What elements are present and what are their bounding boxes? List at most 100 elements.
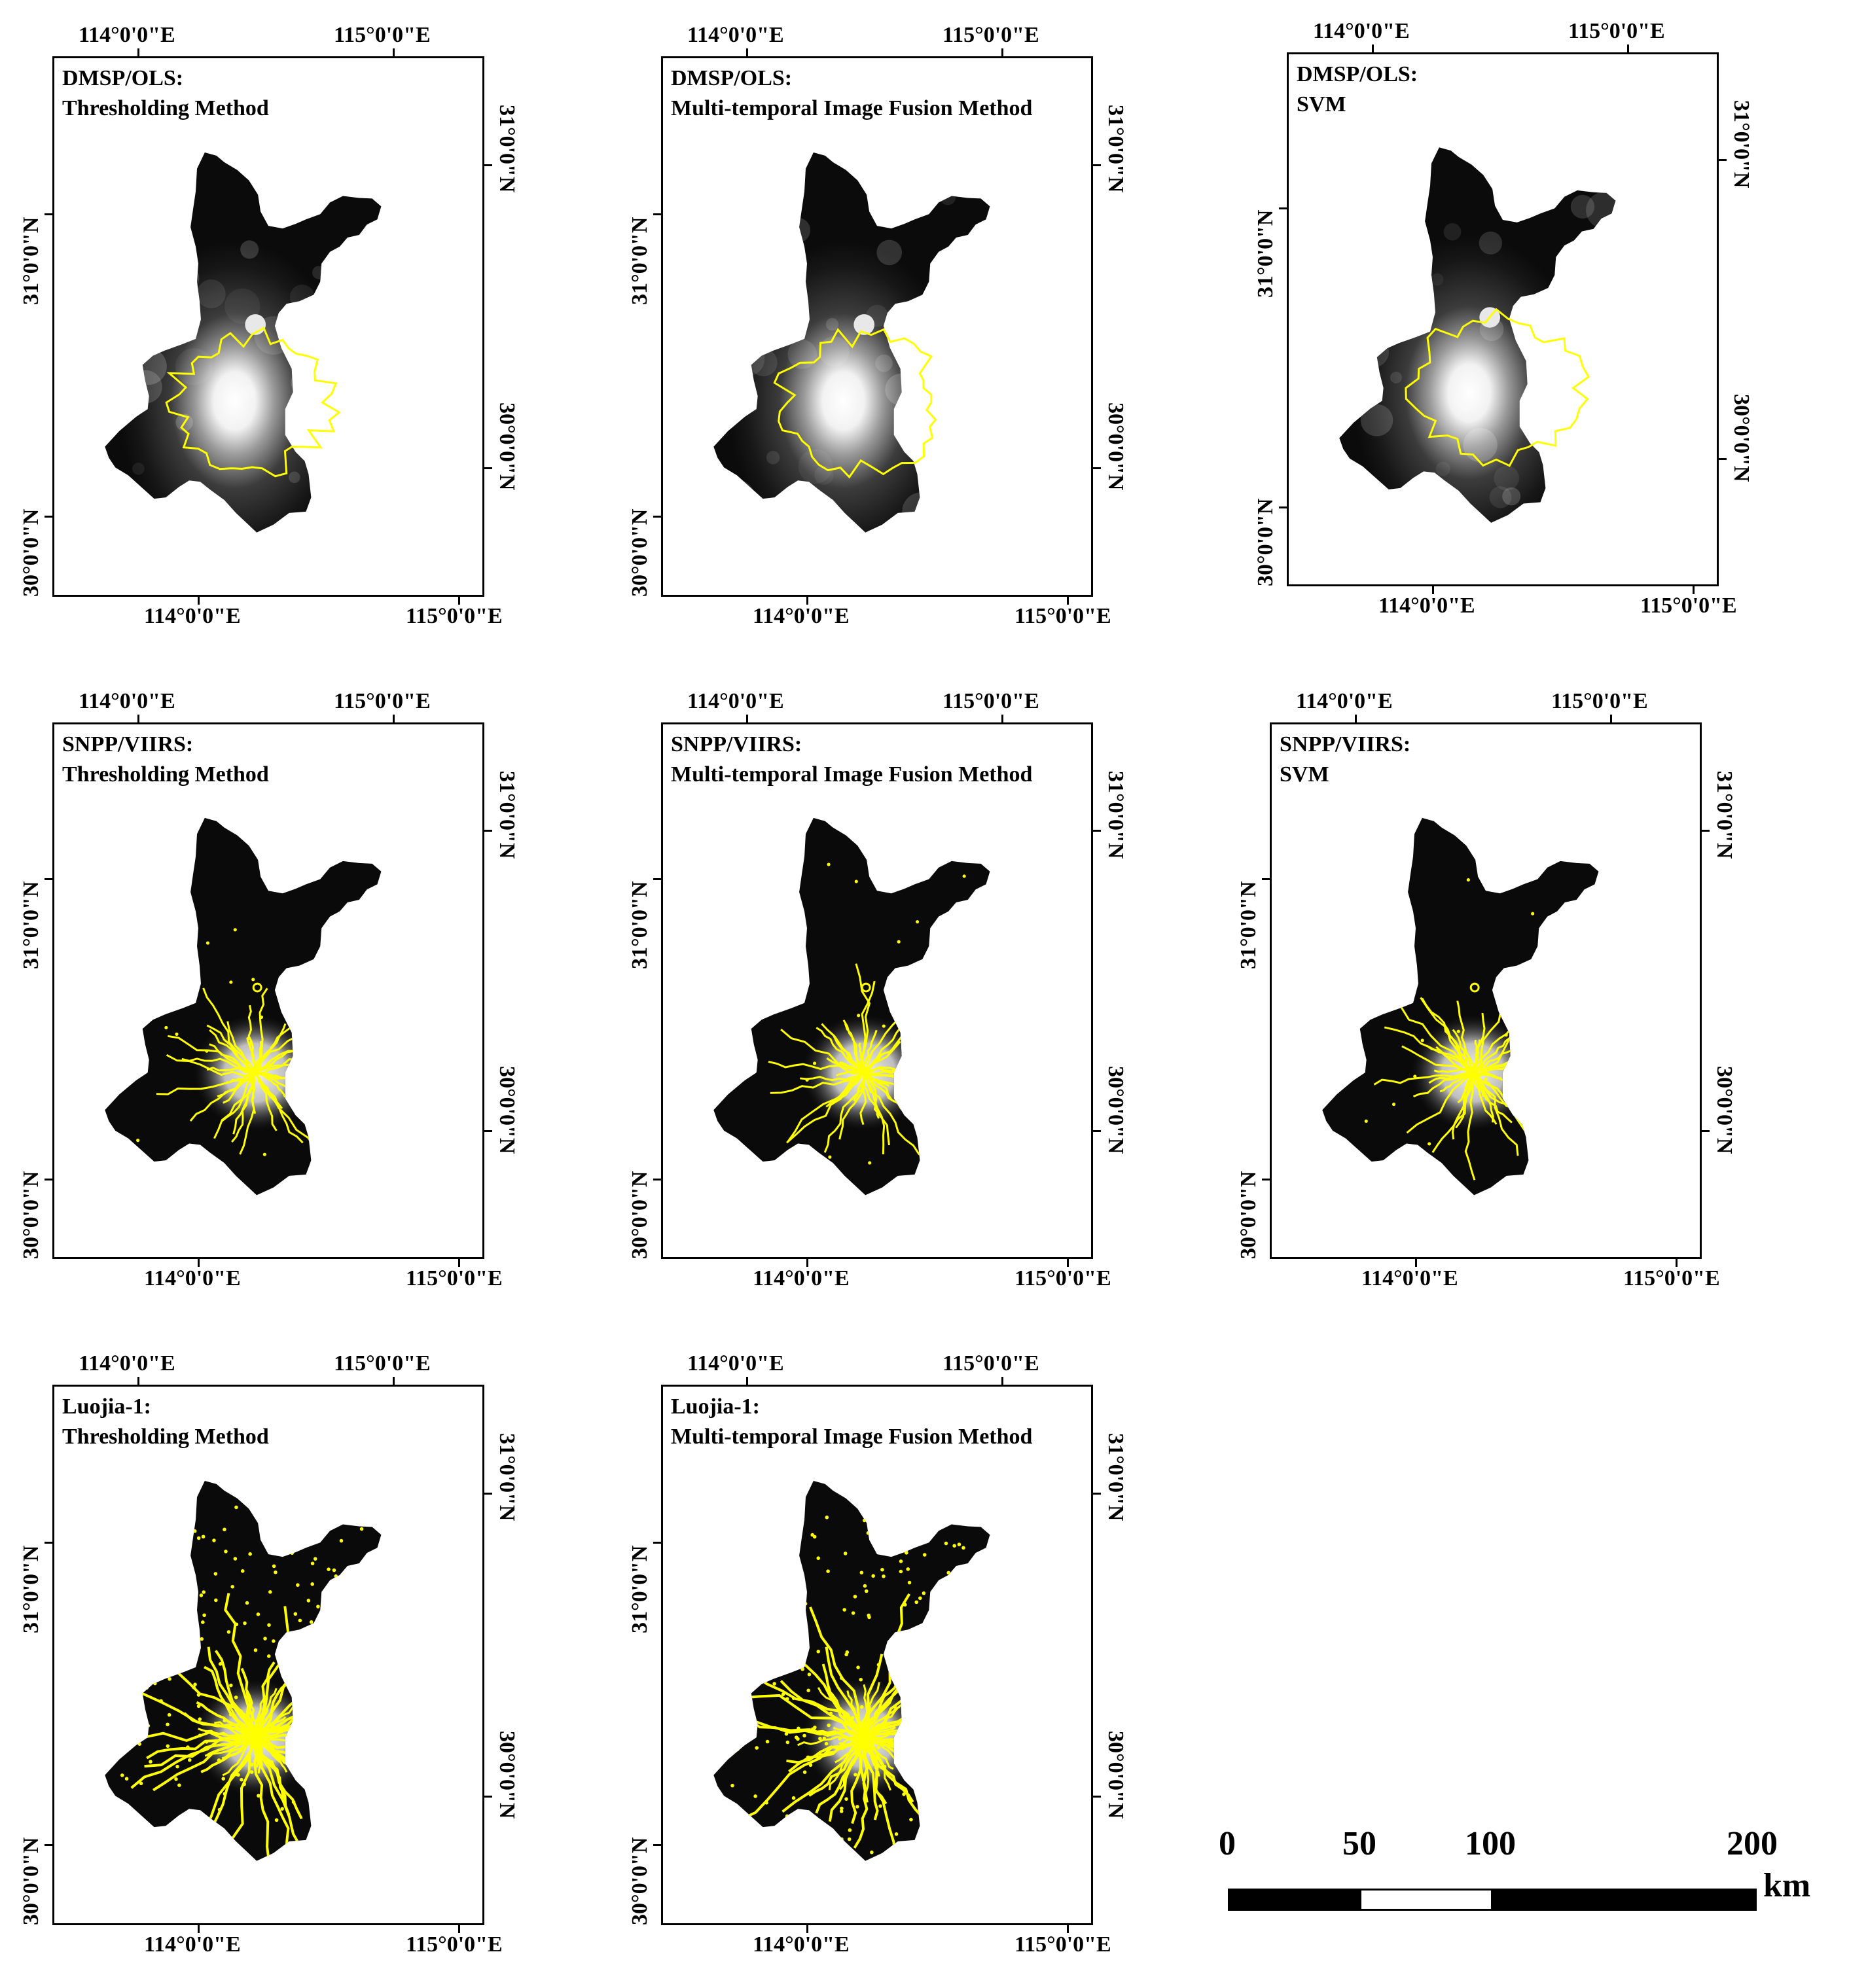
tick-top-114 [137, 715, 139, 722]
urban-extent-outline [246, 1037, 257, 1073]
panel-title: SNPP/VIIRS: Thresholding Method [62, 730, 269, 790]
map-frame: SNPP/VIIRS: Multi-temporal Image Fusion M… [661, 722, 1093, 1259]
urban-extent-outline [202, 987, 257, 1073]
urban-extent-outline [863, 1048, 893, 1074]
urban-extent-outline [1426, 1044, 1473, 1074]
tick-right-30 [1719, 458, 1727, 461]
urban-extent-outline [723, 1736, 865, 1826]
urban-extent-outline [1471, 1073, 1498, 1125]
method-label: SVM [1297, 92, 1346, 116]
left-lat-31: 31°0'0"N [628, 1545, 652, 1633]
left-lat-30: 30°0'0"N [19, 1171, 43, 1259]
tick-left-30 [45, 1179, 52, 1180]
urban-extent-outline [863, 1701, 910, 1739]
urban-extent-outline [1472, 1072, 1519, 1156]
map-panel-viirs-threshold: SNPP/VIIRS: Thresholding Method 114°0'0"E 1… [19, 690, 519, 1290]
panel-title: DMSP/OLS: Multi-temporal Image Fusion Met… [671, 63, 1032, 124]
right-lat-30: 30°0'0"N [1712, 1065, 1736, 1154]
urban-extent-outline [1439, 1072, 1474, 1093]
urban-extent-outline [828, 1736, 865, 1790]
scale-unit: km [1763, 1867, 1811, 1904]
urban-extent-outline [842, 1020, 865, 1073]
bottom-lon-115: 115°0'0"E [406, 1266, 503, 1290]
top-lon-114: 114°0'0"E [687, 689, 784, 713]
top-lon-115: 115°0'0"E [334, 23, 431, 47]
bottom-lon-115: 115°0'0"E [1640, 594, 1737, 618]
tick-left-31 [1262, 878, 1270, 880]
scale-label-50: 50 [1342, 1825, 1376, 1862]
bottom-lon-114: 114°0'0"E [144, 1932, 241, 1957]
map-frame: Luojia-1: Multi-temporal Image Fusion Met… [661, 1385, 1093, 1925]
method-label: Multi-temporal Image Fusion Method [671, 96, 1033, 120]
urban-extent-outline [863, 1737, 880, 1777]
tick-top-115 [393, 715, 395, 722]
tick-bottom-115 [1067, 1925, 1069, 1933]
left-lat-30: 30°0'0"N [628, 1171, 652, 1259]
study-area-boundary [713, 152, 990, 533]
tick-left-30 [653, 516, 661, 518]
study-area-boundary [1339, 147, 1616, 523]
urban-extent-outline [768, 1060, 865, 1074]
urban-extent-outline [214, 1721, 256, 1739]
urban-extent-outline [144, 1736, 257, 1768]
study-area-boundary [1322, 817, 1599, 1196]
tick-left-31 [653, 1541, 661, 1544]
urban-extent-outline [232, 1072, 257, 1135]
tick-left-30 [1279, 506, 1287, 508]
tick-left-31 [653, 213, 661, 215]
left-lat-31: 31°0'0"N [19, 217, 43, 305]
sensor-label: Luojia-1: [671, 1394, 760, 1419]
urban-extent-outline [254, 1695, 266, 1738]
top-lon-114: 114°0'0"E [687, 1351, 784, 1376]
urban-extent-outline [780, 1029, 865, 1074]
right-lat-30: 30°0'0"N [495, 1065, 519, 1154]
map-frame: DMSP/OLS: Thresholding Method [52, 56, 484, 597]
right-lat-31: 31°0'0"N [495, 105, 519, 193]
urban-extent-outline [863, 1073, 880, 1119]
study-area-boundary [105, 817, 382, 1196]
urban-extent-outline [786, 1072, 865, 1144]
tick-top-115 [1001, 715, 1003, 722]
left-lat-31: 31°0'0"N [628, 881, 652, 970]
top-lon-114: 114°0'0"E [79, 1351, 175, 1376]
urban-extent-outline [1412, 1071, 1473, 1097]
tick-bottom-114 [806, 1259, 808, 1267]
urban-extent-outline [770, 1071, 865, 1094]
panel-title: Luojia-1: Multi-temporal Image Fusion Met… [671, 1392, 1032, 1452]
map-panel-dmsp-threshold: DMSP/OLS: Thresholding Method 114°0'0"E 115… [19, 24, 519, 628]
panel-title: Luojia-1: Thresholding Method [62, 1392, 269, 1452]
sensor-label: DMSP/OLS: [1297, 62, 1418, 86]
urban-extent-outline [839, 1061, 865, 1074]
scale-label-200: 200 [1727, 1825, 1778, 1862]
urban-extent-outline [1443, 1023, 1474, 1074]
urban-extent-outline [156, 1072, 257, 1095]
top-lon-115: 115°0'0"E [334, 1351, 431, 1376]
tick-right-31 [484, 164, 492, 167]
urban-extent-outline [863, 1072, 928, 1161]
scale-segment-3 [1491, 1889, 1757, 1911]
top-lon-115: 115°0'0"E [334, 689, 431, 713]
right-lat-31: 31°0'0"N [495, 1433, 519, 1521]
urban-extent-outline [786, 1736, 865, 1764]
urban-extent-outline [839, 1737, 865, 1790]
panel-title: DMSP/OLS: SVM [1297, 60, 1418, 120]
urban-extent-outline [863, 1682, 880, 1738]
urban-extent-outline [1373, 1071, 1473, 1086]
method-label: Multi-temporal Image Fusion Method [671, 762, 1033, 787]
scale-label-100: 100 [1465, 1825, 1516, 1862]
scale-bar: 0 50 100 200 km [1219, 1825, 1817, 1917]
tick-top-114 [746, 1377, 748, 1385]
urban-extent-outline [1464, 1073, 1476, 1180]
urban-extent-outline [224, 1593, 257, 1739]
urban-extent-outline [255, 1025, 293, 1074]
urban-extent-outline [863, 1071, 890, 1087]
bottom-lon-114: 114°0'0"E [1361, 1266, 1458, 1290]
urban-extent-outline [833, 1072, 865, 1102]
urban-extent-outline [1471, 1072, 1494, 1123]
tick-bottom-114 [198, 597, 200, 605]
tick-top-115 [1627, 44, 1629, 52]
tick-top-115 [393, 1377, 395, 1385]
urban-extent-outline [206, 1024, 256, 1074]
bottom-lon-114: 114°0'0"E [753, 604, 850, 628]
tick-bottom-114 [806, 1925, 808, 1933]
